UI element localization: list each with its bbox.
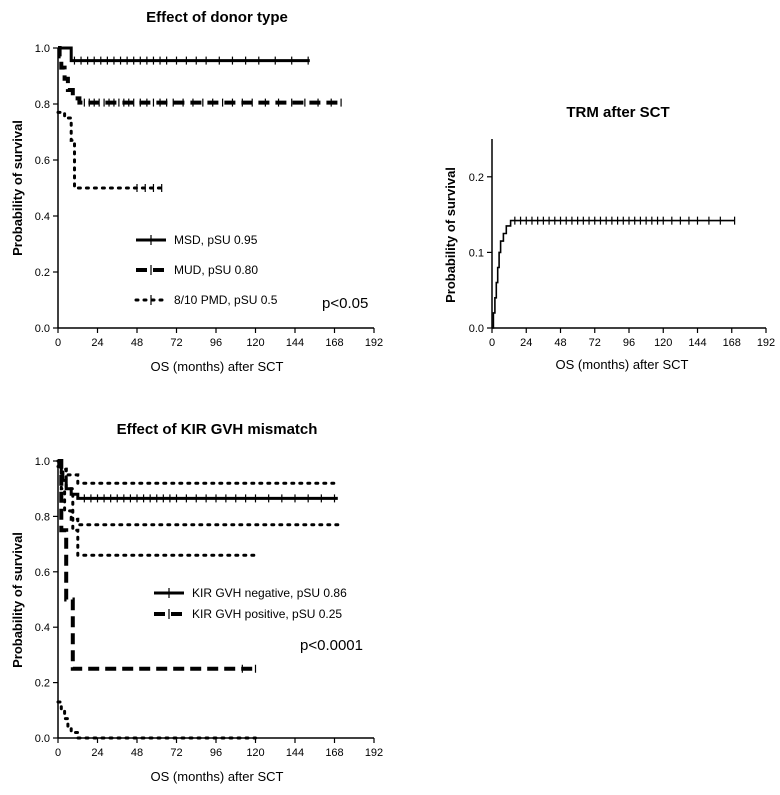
p-value-annotation: p<0.0001 — [300, 637, 363, 654]
x-axis-label: OS (months) after SCT — [556, 357, 689, 372]
x-tick-label: 120 — [246, 747, 264, 759]
series-group — [56, 46, 342, 192]
series-dashed-line-1 — [58, 459, 256, 671]
legend-label: MUD, pSU 0.80 — [174, 263, 258, 277]
series-dotted-line-2 — [56, 110, 167, 190]
x-tick-label: 72 — [170, 747, 182, 759]
chart-donor-type: Effect of donor type Probability of surv… — [10, 9, 383, 374]
chart-title: Effect of KIR GVH mismatch — [117, 421, 318, 438]
x-tick-label: 24 — [520, 337, 532, 349]
p-value-annotation: p<0.05 — [322, 295, 368, 312]
chart-trm: TRM after SCT Probability of survival OS… — [443, 104, 775, 372]
tick-group: 0 24 48 72 96 120 144 168 192 0.0 0.2 0.4 0.6 0.8 1.0 — [35, 456, 383, 759]
y-tick-label: 0.4 — [35, 211, 50, 223]
legend: MSD, pSU 0.95 MUD, pSU 0.80 8/10 PMD, pSU … — [134, 233, 278, 307]
x-tick-label: 96 — [210, 747, 222, 759]
x-tick-label: 0 — [55, 747, 61, 759]
series-group — [56, 459, 340, 740]
x-tick-label: 168 — [325, 747, 343, 759]
legend: KIR GVH negative, pSU 0.86 KIR GVH positi… — [154, 586, 347, 621]
x-tick-label: 192 — [365, 337, 383, 349]
x-tick-label: 120 — [246, 337, 264, 349]
x-tick-label: 24 — [91, 337, 103, 349]
x-tick-label: 48 — [131, 337, 143, 349]
series-dotted-line-5 — [56, 700, 257, 740]
x-tick-label: 0 — [55, 337, 61, 349]
y-tick-label: 0.0 — [35, 323, 50, 335]
x-tick-label: 72 — [589, 337, 601, 349]
legend-label: MSD, pSU 0.95 — [174, 233, 258, 247]
x-tick-label: 144 — [286, 747, 304, 759]
y-tick-label: 0.4 — [35, 622, 50, 634]
x-tick-label: 192 — [365, 747, 383, 759]
series-dotted-line-2 — [56, 459, 340, 485]
x-tick-label: 168 — [325, 337, 343, 349]
y-axis-label: Probability of survival — [10, 532, 25, 668]
legend-label: 8/10 PMD, pSU 0.5 — [174, 293, 278, 307]
series-dotted-line-3 — [56, 465, 340, 527]
series-solid-line-0 — [58, 46, 310, 63]
chart-title: Effect of donor type — [146, 9, 288, 26]
series-dotted-line-4 — [56, 459, 257, 557]
x-tick-label: 192 — [757, 337, 775, 349]
tick-group: 0 24 48 72 96 120 144 168 192 0.0 0.1 0.2 — [469, 139, 775, 349]
x-tick-label: 168 — [723, 337, 741, 349]
y-tick-label: 0.1 — [469, 247, 484, 259]
x-tick-label: 48 — [554, 337, 566, 349]
chart-title: TRM after SCT — [566, 104, 669, 121]
x-tick-label: 144 — [688, 337, 706, 349]
y-tick-label: 1.0 — [35, 43, 50, 55]
y-tick-label: 0.6 — [35, 155, 50, 167]
x-axis-label: OS (months) after SCT — [151, 359, 284, 374]
x-axis-label: OS (months) after SCT — [151, 769, 284, 784]
x-tick-label: 48 — [131, 747, 143, 759]
y-tick-label: 0.6 — [35, 567, 50, 579]
y-tick-label: 0.2 — [469, 172, 484, 184]
x-tick-label: 120 — [654, 337, 672, 349]
series-solid-line-0 — [58, 459, 338, 500]
x-tick-label: 0 — [489, 337, 495, 349]
y-tick-label: 0.2 — [35, 267, 50, 279]
y-tick-label: 0.8 — [35, 99, 50, 111]
x-tick-label: 72 — [170, 337, 182, 349]
chart-kir-gvh: Effect of KIR GVH mismatch Probability o… — [10, 421, 383, 784]
x-tick-label: 96 — [623, 337, 635, 349]
series-solid-line-0 — [492, 219, 735, 329]
y-tick-label: 1.0 — [35, 456, 50, 468]
x-tick-label: 24 — [91, 747, 103, 759]
series-group — [492, 216, 736, 329]
y-tick-label: 0.0 — [469, 323, 484, 335]
y-tick-label: 0.0 — [35, 733, 50, 745]
y-tick-label: 0.2 — [35, 678, 50, 690]
y-axis-label: Probability of survival — [10, 120, 25, 256]
series-dashed-line-1 — [57, 46, 342, 105]
legend-label: KIR GVH negative, pSU 0.86 — [192, 586, 347, 600]
x-tick-label: 96 — [210, 337, 222, 349]
x-tick-label: 144 — [286, 337, 304, 349]
tick-group: 0 24 48 72 96 120 144 168 192 0.0 0.2 0.4 0.6 0.8 1.0 — [35, 43, 383, 349]
legend-label: KIR GVH positive, pSU 0.25 — [192, 607, 342, 621]
y-axis-label: Probability of survival — [443, 167, 458, 303]
y-tick-label: 0.8 — [35, 511, 50, 523]
